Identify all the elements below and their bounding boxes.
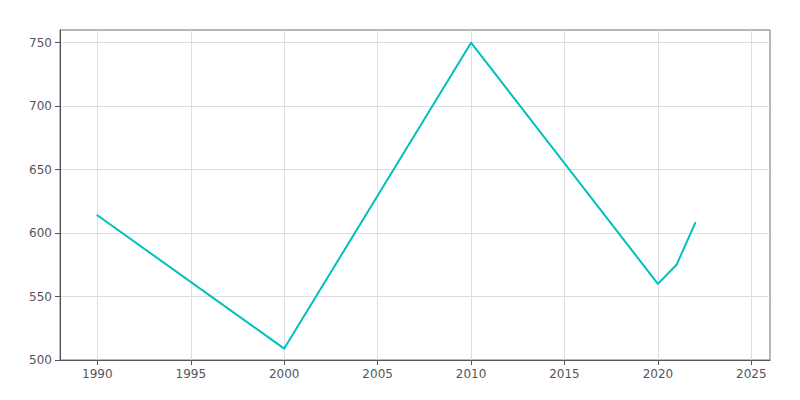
svg-text:650: 650 — [29, 163, 52, 177]
svg-text:500: 500 — [29, 353, 52, 367]
svg-text:700: 700 — [29, 99, 52, 113]
svg-text:2020: 2020 — [643, 367, 674, 381]
svg-text:2010: 2010 — [456, 367, 487, 381]
svg-text:1995: 1995 — [176, 367, 207, 381]
svg-text:750: 750 — [29, 36, 52, 50]
svg-text:2025: 2025 — [736, 367, 767, 381]
svg-text:2000: 2000 — [269, 367, 300, 381]
svg-text:550: 550 — [29, 290, 52, 304]
svg-text:1990: 1990 — [82, 367, 113, 381]
svg-text:2005: 2005 — [362, 367, 393, 381]
svg-text:2015: 2015 — [549, 367, 580, 381]
svg-text:600: 600 — [29, 226, 52, 240]
